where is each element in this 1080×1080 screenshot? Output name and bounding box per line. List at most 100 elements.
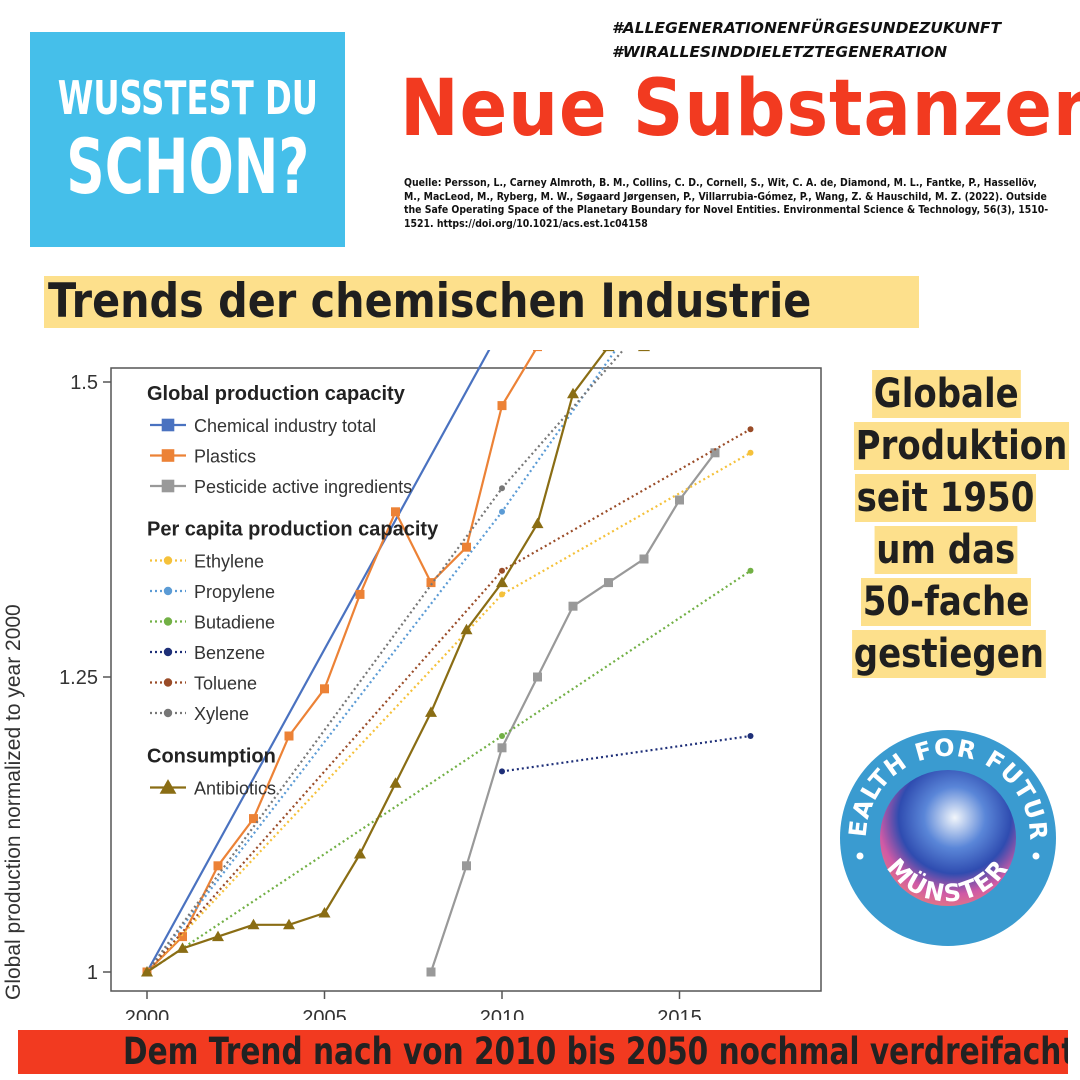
data-point [354,848,366,859]
x-tick-label: 2015 [657,1007,702,1020]
data-point [604,578,613,588]
legend-label: Antibiotics [194,779,276,799]
legend-swatch-marker [163,647,173,657]
banner-text: Dem Trend nach von 2010 bis 2050 nochmal… [123,1030,1068,1073]
data-point [747,733,754,739]
hashtag-1: #ALLEGENERATIONENFÜRGESUNDEZUKUNFT [612,19,1002,37]
data-point [320,684,329,694]
legend-swatch-marker [163,586,173,596]
legend-swatch-marker [161,449,175,462]
data-point [212,930,224,942]
legend-label: Chemical industry total [194,416,376,436]
series-0 [146,350,491,973]
source-citation: Quelle: Persson, L., Carney Almroth, B. … [404,177,1049,230]
series-6 [499,733,754,775]
legend-swatch-marker [163,678,173,687]
legend-heading: Per capita production capacity [147,519,439,541]
data-point [391,507,400,517]
headline: Neue Substanzen [400,64,1080,154]
series-line [146,350,537,973]
legend-label: Benzene [194,643,265,663]
side-line-2: Produktion [853,422,1070,470]
y-tick-label: 1.25 [59,667,98,689]
data-point [355,589,365,599]
side-line-4: um das [874,526,1018,574]
data-point [531,517,544,529]
series-3 [146,449,754,973]
subtitle-text: Trends der chemischen Industrie [48,274,812,329]
series-line [146,350,491,973]
data-point [499,508,505,515]
series-5 [146,567,754,973]
data-point [497,401,507,411]
data-point [141,966,153,977]
side-line-3: seit 1950 [855,474,1037,522]
data-point [638,350,650,352]
legend-label: Toluene [194,674,257,694]
legend-heading: Global production capacity [147,383,406,405]
series-1 [142,350,542,977]
data-point [426,967,436,977]
data-point [499,485,505,492]
earth-icon [880,770,1016,906]
series-line [501,734,751,773]
series-7 [146,426,754,973]
series-line [146,350,608,973]
did-you-know-badge: WUSSTEST DU SCHON? [30,32,345,247]
data-point [499,591,505,598]
legend-swatch-marker [159,779,177,794]
badge-line-2: SCHON? [65,121,310,211]
hashtags: #ALLEGENERATIONENFÜRGESUNDEZUKUNFT #WIRA… [612,16,1001,64]
series-9 [141,350,650,977]
data-point [425,706,437,717]
data-point [675,495,684,505]
chart-legend: Global production capacity Chemical indus… [147,383,439,799]
series-line [429,452,716,973]
data-point [567,387,579,399]
side-line-6: gestiegen [852,630,1046,678]
x-tick-label: 2005 [302,1007,347,1020]
legend-heading: Consumption [147,746,276,768]
dot-left-icon [856,852,864,860]
data-point [389,777,402,788]
plot-frame [110,367,822,992]
series-layer [141,350,754,977]
production-chart: Global production normalized to year 200… [2,350,822,1020]
legend-label: Propylene [194,582,275,602]
data-point [747,567,754,574]
legend-label: Ethylene [194,552,264,572]
x-tick-label: 2010 [480,1007,525,1020]
data-point [496,576,508,588]
subtitle: Trends der chemischen Industrie [44,274,920,329]
data-point [499,567,505,574]
data-point [247,918,260,930]
data-point [249,814,258,824]
x-tick-label: 2000 [125,1007,170,1020]
data-point [213,861,223,871]
y-tick-label: 1 [87,962,98,984]
health-for-future-logo: HEALTH FOR FUTURE MÜNSTER [838,728,1056,946]
data-point [426,578,436,588]
data-point [318,907,331,918]
data-point [747,426,754,433]
data-point [533,350,542,352]
data-point [568,601,578,611]
data-point [639,554,649,564]
series-4 [146,350,617,973]
legend-label: Butadiene [194,613,275,633]
series-2 [426,448,720,977]
legend-swatch-marker [163,617,173,626]
data-point [710,448,720,458]
side-line-1: Globale [871,370,1021,418]
data-point [499,768,505,775]
side-statement: Globale Produktion seit 1950 um das 50-f… [835,370,1070,682]
data-point [283,918,295,930]
data-point [462,861,471,871]
dot-right-icon [1032,852,1040,860]
legend-swatch-marker [163,556,173,565]
data-point [533,672,542,682]
y-tick-label: 1.5 [70,372,98,394]
badge-line-1: WUSSTEST DU [57,70,318,125]
legend-label: Plastics [194,447,256,467]
data-point [497,743,507,753]
